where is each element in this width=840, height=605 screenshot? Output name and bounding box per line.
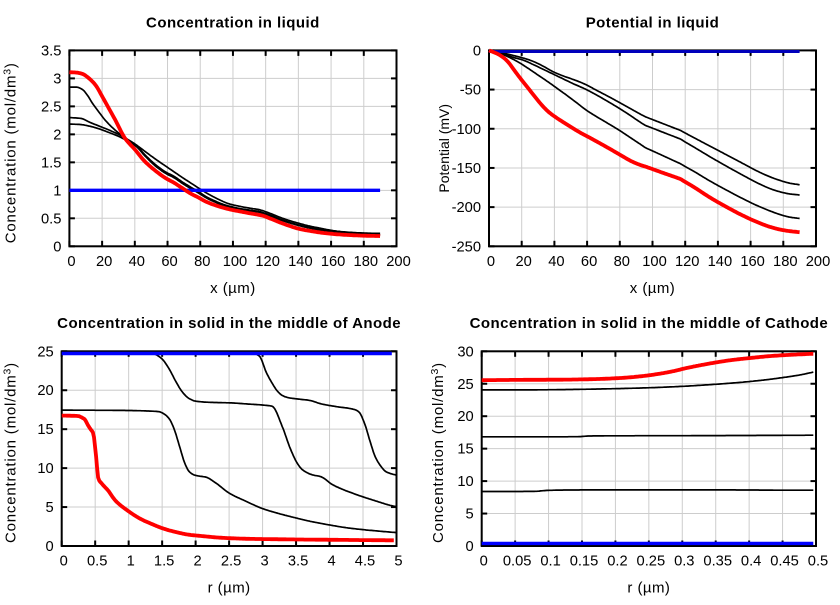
svg-text:180: 180 (354, 254, 379, 270)
svg-text:100: 100 (642, 254, 667, 270)
svg-text:10: 10 (457, 474, 473, 490)
svg-text:0: 0 (473, 43, 481, 59)
svg-text:0: 0 (60, 554, 68, 570)
svg-text:2.5: 2.5 (221, 554, 241, 570)
svg-text:5: 5 (46, 500, 54, 516)
svg-text:0.45: 0.45 (770, 554, 799, 570)
svg-text:3: 3 (53, 71, 61, 87)
svg-text:140: 140 (288, 254, 313, 270)
svg-text:0.4: 0.4 (741, 554, 761, 570)
svg-text:40: 40 (548, 254, 564, 270)
svg-text:200: 200 (386, 254, 411, 270)
svg-text:Concentration in liquid: Concentration in liquid (146, 15, 320, 32)
svg-text:4: 4 (327, 554, 335, 570)
svg-text:0.5: 0.5 (41, 211, 61, 227)
svg-text:2: 2 (194, 554, 202, 570)
svg-text:120: 120 (255, 254, 280, 270)
svg-text:Concentration in solid in the: Concentration in solid in the middle of … (57, 315, 401, 332)
svg-text:0: 0 (480, 554, 488, 570)
svg-text:15: 15 (457, 442, 473, 458)
svg-text:20: 20 (37, 383, 53, 399)
svg-text:2.5: 2.5 (41, 99, 61, 115)
svg-text:0: 0 (46, 539, 54, 555)
svg-text:Concentration in solid in the: Concentration in solid in the middle of … (470, 315, 829, 332)
svg-text:200: 200 (806, 254, 831, 270)
svg-text:-250: -250 (452, 239, 481, 255)
svg-text:20: 20 (96, 254, 112, 270)
svg-text:0: 0 (466, 539, 474, 555)
svg-text:r (µm): r (µm) (627, 580, 670, 597)
svg-text:20: 20 (516, 254, 532, 270)
svg-text:40: 40 (129, 254, 145, 270)
svg-text:160: 160 (740, 254, 765, 270)
svg-text:3: 3 (260, 554, 268, 570)
svg-text:10: 10 (37, 461, 53, 477)
svg-text:Potential (mV): Potential (mV) (436, 104, 452, 193)
svg-text:20: 20 (457, 409, 473, 425)
svg-text:1.5: 1.5 (41, 155, 61, 171)
svg-text:15: 15 (37, 422, 53, 438)
svg-text:25: 25 (457, 377, 473, 393)
svg-text:80: 80 (194, 254, 210, 270)
svg-text:x (µm): x (µm) (630, 280, 676, 297)
svg-text:160: 160 (321, 254, 346, 270)
svg-text:3.5: 3.5 (288, 554, 308, 570)
svg-text:1: 1 (127, 554, 135, 570)
svg-text:100: 100 (223, 254, 248, 270)
svg-text:Potential in liquid: Potential in liquid (586, 15, 720, 32)
svg-text:5: 5 (394, 554, 402, 570)
svg-text:60: 60 (581, 254, 597, 270)
svg-text:1: 1 (53, 183, 61, 199)
svg-text:0.1: 0.1 (540, 554, 560, 570)
svg-text:0.35: 0.35 (703, 554, 732, 570)
svg-text:5: 5 (466, 507, 474, 523)
svg-text:0: 0 (53, 239, 61, 255)
svg-text:120: 120 (675, 254, 700, 270)
svg-text:0.3: 0.3 (674, 554, 694, 570)
svg-text:x (µm): x (µm) (210, 280, 256, 297)
svg-text:1.5: 1.5 (154, 554, 174, 570)
svg-text:3.5: 3.5 (41, 43, 61, 59)
svg-text:-150: -150 (452, 161, 481, 177)
svg-text:0: 0 (487, 254, 495, 270)
svg-text:2: 2 (53, 127, 61, 143)
svg-text:-100: -100 (452, 122, 481, 138)
svg-text:0.15: 0.15 (570, 554, 599, 570)
svg-text:30: 30 (457, 344, 473, 360)
svg-text:0.25: 0.25 (637, 554, 666, 570)
svg-text:-200: -200 (452, 200, 481, 216)
svg-text:Concentration (mol/dm3): Concentration (mol/dm3) (429, 362, 447, 543)
svg-text:0.05: 0.05 (503, 554, 532, 570)
svg-text:4.5: 4.5 (355, 554, 375, 570)
svg-text:0.5: 0.5 (808, 554, 828, 570)
svg-text:25: 25 (37, 344, 53, 360)
svg-text:60: 60 (161, 254, 177, 270)
svg-text:-50: -50 (460, 83, 481, 99)
svg-text:0.5: 0.5 (87, 554, 107, 570)
svg-text:0.2: 0.2 (607, 554, 627, 570)
svg-text:r (µm): r (µm) (208, 580, 251, 597)
svg-text:Concentration (mol/dm3): Concentration (mol/dm3) (2, 62, 20, 243)
svg-text:Concentration (mol/dm3): Concentration (mol/dm3) (2, 362, 20, 543)
svg-text:140: 140 (708, 254, 733, 270)
svg-text:80: 80 (614, 254, 630, 270)
svg-text:0: 0 (67, 254, 75, 270)
svg-text:180: 180 (773, 254, 798, 270)
